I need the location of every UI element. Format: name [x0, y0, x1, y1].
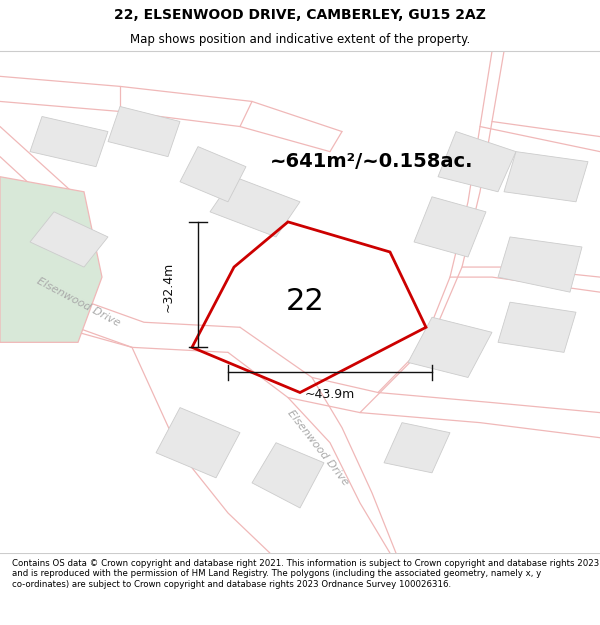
Polygon shape	[498, 302, 576, 352]
Text: Elsenwood Drive: Elsenwood Drive	[35, 276, 121, 328]
Text: 22: 22	[286, 287, 325, 316]
Text: Map shows position and indicative extent of the property.: Map shows position and indicative extent…	[130, 34, 470, 46]
Polygon shape	[30, 212, 108, 267]
Polygon shape	[156, 408, 240, 478]
Polygon shape	[438, 131, 516, 192]
Text: Contains OS data © Crown copyright and database right 2021. This information is : Contains OS data © Crown copyright and d…	[12, 559, 599, 589]
Polygon shape	[252, 442, 324, 508]
Polygon shape	[0, 177, 102, 342]
Polygon shape	[504, 152, 588, 202]
Polygon shape	[384, 422, 450, 473]
Polygon shape	[498, 237, 582, 292]
Text: ~32.4m: ~32.4m	[161, 262, 175, 312]
Text: 22, ELSENWOOD DRIVE, CAMBERLEY, GU15 2AZ: 22, ELSENWOOD DRIVE, CAMBERLEY, GU15 2AZ	[114, 8, 486, 22]
Polygon shape	[414, 197, 486, 257]
Polygon shape	[108, 106, 180, 157]
Text: ~641m²/~0.158ac.: ~641m²/~0.158ac.	[270, 152, 474, 171]
Text: ~43.9m: ~43.9m	[305, 388, 355, 401]
Text: Elsenwood Drive: Elsenwood Drive	[286, 408, 350, 488]
Polygon shape	[30, 116, 108, 167]
Polygon shape	[408, 318, 492, 378]
Polygon shape	[210, 177, 300, 237]
Polygon shape	[180, 147, 246, 202]
